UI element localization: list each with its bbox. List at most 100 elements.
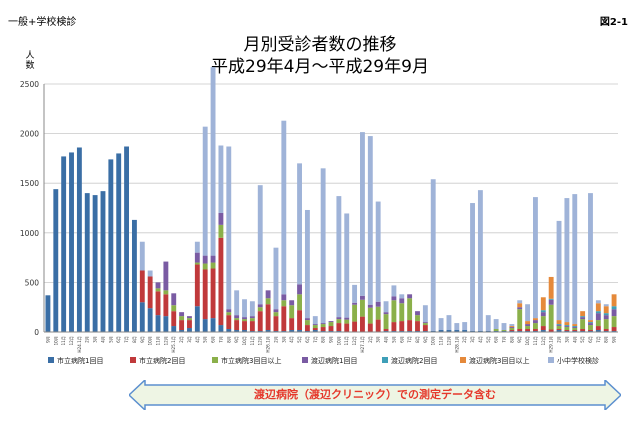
bar-segment <box>147 276 153 309</box>
legend-swatch <box>382 357 388 363</box>
bar-segment <box>517 300 523 304</box>
bar-segment <box>588 193 593 321</box>
bar-segment <box>249 316 255 319</box>
bar-segment <box>352 304 358 322</box>
x-tick-label: 12月 <box>163 336 169 346</box>
bar-segment <box>179 320 185 331</box>
x-tick-label: 3月 <box>93 336 99 343</box>
x-tick-label: 12月 <box>258 336 264 346</box>
bar-segment <box>556 325 562 327</box>
x-tick-label: 4月 <box>195 336 201 343</box>
legend-swatch <box>460 357 466 363</box>
x-tick-label: H26.1月 <box>266 336 272 353</box>
legend-swatch <box>48 357 54 363</box>
x-tick-label: 7月 <box>501 336 507 343</box>
bar-segment <box>438 330 444 332</box>
x-tick-label: H28.1月 <box>454 336 460 353</box>
bar-segment <box>352 302 358 305</box>
bar-segment <box>611 327 617 332</box>
x-tick-label: 8月 <box>132 336 138 343</box>
bar-segment <box>399 321 405 332</box>
bar-segment <box>415 321 420 332</box>
bar-segment <box>139 302 145 332</box>
bar-segment <box>564 326 570 328</box>
legend-swatch <box>302 357 308 363</box>
x-tick-label: 5月 <box>203 336 209 343</box>
bar-segment <box>509 330 515 332</box>
bar-segment <box>611 306 617 310</box>
bar-segment <box>147 270 153 277</box>
chart-subtitle: 平成29年4月〜平成29年9月 <box>211 57 429 77</box>
bar-segment <box>163 261 169 291</box>
bar-segment <box>45 295 51 332</box>
bar-segment <box>312 325 318 329</box>
bar-segment <box>210 262 216 269</box>
x-tick-label: 11月 <box>533 336 539 346</box>
bar-segment <box>564 198 570 323</box>
bar-segment <box>375 201 381 302</box>
bar-segment <box>603 306 609 314</box>
bar-segment <box>163 316 169 332</box>
bar-segment <box>588 330 593 332</box>
bar-segment <box>588 323 593 326</box>
bar-segment <box>352 321 358 332</box>
bars <box>45 67 617 332</box>
bar-segment <box>540 297 546 311</box>
bar-segment <box>289 300 295 306</box>
bar-segment <box>92 195 98 332</box>
bar-segment <box>595 326 601 331</box>
bar-segment <box>226 309 232 313</box>
bar-segment <box>116 153 122 332</box>
bar-segment <box>517 309 523 330</box>
bar-segment <box>202 255 208 264</box>
bar-segment <box>509 328 515 331</box>
bar-segment <box>304 325 310 332</box>
bar-segment <box>179 312 185 317</box>
bar-segment <box>415 315 420 322</box>
bar-segment <box>297 284 302 295</box>
bar-segment <box>131 219 137 332</box>
x-tick-label: H27.1月 <box>360 336 366 353</box>
bar-segment <box>289 318 295 331</box>
bar-segment <box>603 304 609 307</box>
x-tick-label: 12月 <box>541 336 547 346</box>
bar-segment <box>257 311 263 332</box>
bar-segment <box>422 305 428 323</box>
bar-segment <box>139 241 145 271</box>
bar-segment <box>556 324 562 326</box>
bar-segment <box>320 327 326 332</box>
x-tick-label: 8月 <box>509 336 515 343</box>
x-tick-label: 6月 <box>588 336 594 343</box>
y-tick-label: 1000 <box>20 229 39 238</box>
bar-segment <box>297 163 302 285</box>
bar-segment <box>580 319 586 330</box>
bar-segment <box>147 308 153 332</box>
bar-segment <box>187 320 192 329</box>
bar-segment <box>108 159 114 332</box>
bar-segment <box>603 313 609 316</box>
bar-segment <box>556 320 562 325</box>
bar-segment <box>375 319 381 332</box>
bar-segment <box>76 147 82 332</box>
x-tick-label: 7月 <box>407 336 413 343</box>
gridlines <box>44 83 618 283</box>
bar-segment <box>304 318 310 321</box>
bar-segment <box>273 309 279 313</box>
x-tick-label: 8月 <box>604 336 610 343</box>
bar-segment <box>312 328 318 331</box>
bar-segment <box>336 323 342 332</box>
legend-label: 渡辺病院1回目 <box>311 356 357 365</box>
bar-segment <box>249 321 255 332</box>
x-tick-label: 9月 <box>423 336 429 343</box>
bar-segment <box>304 209 310 319</box>
bar-segment <box>446 315 452 331</box>
bar-segment <box>564 330 570 332</box>
bar-segment <box>533 329 538 331</box>
bar-segment <box>344 323 350 332</box>
y-tick-label: 0 <box>34 328 39 337</box>
bar-segment <box>234 290 240 316</box>
bar-segment <box>477 190 483 331</box>
bar-segment <box>202 269 208 320</box>
bar-segment <box>328 322 334 327</box>
